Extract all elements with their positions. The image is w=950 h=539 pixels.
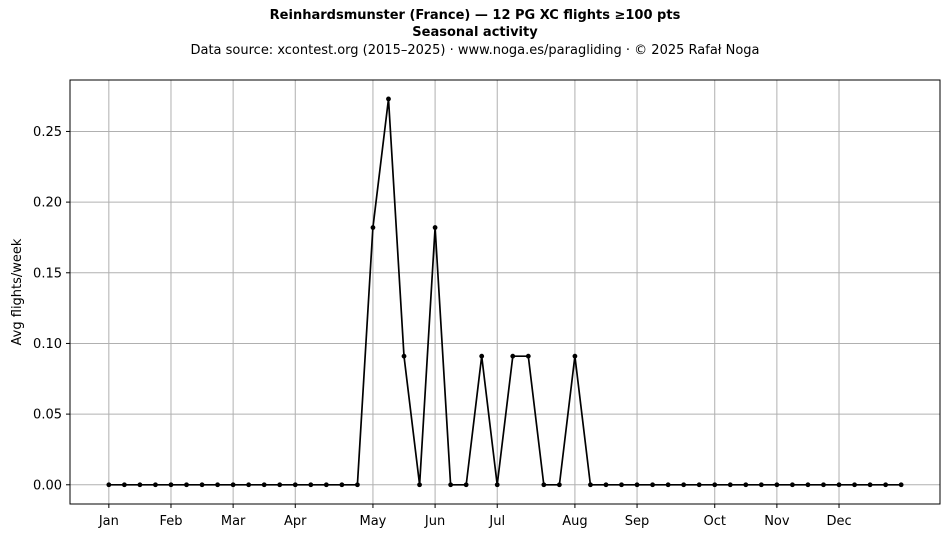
data-point <box>696 482 702 488</box>
data-point <box>510 353 516 359</box>
data-point <box>525 353 531 359</box>
data-point <box>215 482 220 488</box>
x-tick-label: Jan <box>98 514 119 529</box>
x-tick-label: Jun <box>424 514 445 529</box>
data-point <box>168 482 174 488</box>
data-point <box>448 482 454 488</box>
data-point <box>199 482 205 488</box>
plot-frame <box>69 79 941 505</box>
x-axis: Jan Feb Mar Apr May Jun Jul Aug Sep Oct Nov Dec <box>98 504 852 529</box>
data-point <box>681 482 687 488</box>
data-point <box>758 482 764 488</box>
data-point <box>277 482 283 488</box>
x-tick-label: Apr <box>284 514 307 529</box>
y-tick-label: 0.00 <box>33 478 62 493</box>
y-tick-label: 0.15 <box>33 266 62 281</box>
data-point <box>603 482 609 488</box>
data-point <box>883 482 889 488</box>
chart-subtitle: Seasonal activity <box>412 25 538 40</box>
data-point <box>292 482 298 488</box>
data-point <box>790 482 795 488</box>
data-point <box>417 482 422 488</box>
y-tick-label: 0.10 <box>33 337 62 352</box>
data-point <box>432 225 438 230</box>
data-point <box>494 482 500 488</box>
data-point <box>261 482 267 488</box>
x-tick-label: Aug <box>562 514 587 529</box>
data-point <box>572 353 578 359</box>
data-point <box>323 482 329 488</box>
y-tick-label: 0.20 <box>33 196 62 211</box>
data-point <box>339 482 345 488</box>
data-point <box>308 482 314 488</box>
data-point <box>619 482 624 488</box>
x-tick-label: Mar <box>221 514 246 529</box>
data-point <box>805 482 811 488</box>
data-point <box>727 482 733 488</box>
data-point <box>650 482 655 488</box>
chart-title: Reinhardsmunster (France) — 12 PG XC fli… <box>269 8 681 23</box>
x-tick-label: Jul <box>488 514 505 529</box>
x-tick-label: May <box>360 514 387 529</box>
data-point <box>137 482 143 488</box>
data-point <box>370 225 376 230</box>
x-tick-label: Feb <box>159 514 182 529</box>
data-point <box>479 353 485 359</box>
data-point <box>556 482 562 488</box>
data-source-note: Data source: xcontest.org (2015–2025) · … <box>190 43 760 58</box>
grid <box>70 80 940 504</box>
data-point <box>246 482 252 488</box>
data-point <box>821 482 826 488</box>
data-point <box>121 482 127 488</box>
data-point <box>541 482 547 488</box>
data-point <box>712 482 718 488</box>
data-point <box>153 482 158 488</box>
data-point <box>588 482 593 488</box>
data-point <box>230 482 236 488</box>
y-tick-label: 0.05 <box>33 408 62 423</box>
data-point <box>852 482 857 488</box>
x-tick-label: Oct <box>703 514 725 529</box>
data-point <box>743 482 749 488</box>
data-point <box>401 353 407 359</box>
x-tick-label: Sep <box>625 514 650 529</box>
y-axis-label: Avg flights/week <box>10 238 25 345</box>
data-point <box>867 482 873 488</box>
data-point <box>665 482 671 488</box>
data-point <box>386 96 391 102</box>
y-tick-label: 0.25 <box>33 125 62 140</box>
y-axis: 0.00 0.05 0.10 0.15 0.20 0.25 <box>33 125 70 493</box>
data-point <box>184 482 189 488</box>
data-point <box>355 482 360 488</box>
series-line <box>108 98 902 486</box>
data-point <box>106 482 112 488</box>
x-tick-label: Nov <box>764 514 790 529</box>
series-layer <box>106 96 904 488</box>
data-point <box>898 482 904 488</box>
x-tick-label: Dec <box>826 514 851 529</box>
data-point <box>463 482 469 488</box>
data-point <box>836 482 842 488</box>
data-point <box>634 482 640 488</box>
data-point <box>774 482 780 488</box>
